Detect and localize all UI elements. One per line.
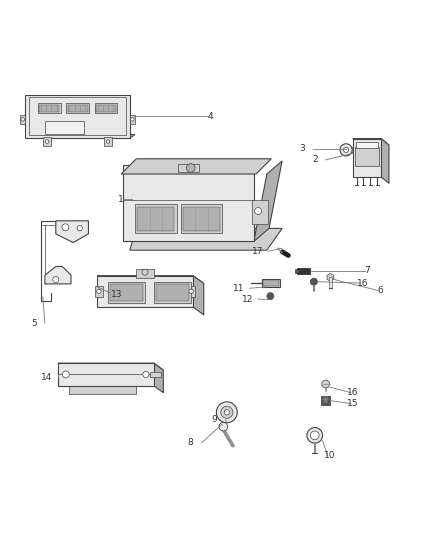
Polygon shape [254,161,282,241]
Bar [353,139,381,177]
Bar [138,207,174,231]
Circle shape [62,371,69,378]
Bar [252,200,268,224]
Bar [104,137,113,146]
Bar [156,284,188,301]
Polygon shape [193,276,204,315]
Bar [187,286,195,296]
Bar [97,276,193,307]
Circle shape [62,224,69,231]
Circle shape [186,164,195,172]
Text: 4: 4 [208,112,213,121]
Circle shape [106,140,110,143]
Circle shape [142,269,148,275]
Polygon shape [121,159,271,174]
Circle shape [189,289,193,294]
Bar [58,363,154,386]
Bar [110,284,143,301]
Text: 14: 14 [42,373,53,382]
Text: 13: 13 [111,290,123,300]
Polygon shape [150,372,161,377]
Bar [154,282,191,303]
Text: 11: 11 [233,284,244,293]
Bar [20,115,25,124]
Circle shape [219,422,228,431]
Polygon shape [25,135,135,138]
Circle shape [216,402,237,423]
Polygon shape [346,147,354,152]
Polygon shape [381,139,389,183]
Polygon shape [69,386,136,393]
Bar [356,142,378,148]
Bar [263,280,279,286]
Text: 6: 6 [377,286,383,295]
Polygon shape [154,363,163,393]
Bar [323,398,328,403]
Bar [43,137,51,146]
Bar [95,103,117,113]
Circle shape [21,118,25,121]
Text: 16: 16 [357,279,368,287]
Text: 8: 8 [188,438,194,447]
Bar [178,164,199,172]
Text: 16: 16 [347,388,359,397]
Bar [108,282,145,303]
Polygon shape [97,276,204,284]
Circle shape [46,140,49,143]
Bar [181,205,222,233]
Text: 2: 2 [312,156,318,164]
Circle shape [343,147,349,152]
Circle shape [53,277,59,282]
Bar [130,115,135,124]
Bar [261,279,280,287]
Circle shape [267,293,274,300]
Circle shape [97,289,101,294]
Circle shape [143,372,149,377]
Circle shape [311,278,318,285]
Bar [135,205,177,233]
Text: 9: 9 [212,415,218,424]
Polygon shape [56,221,88,243]
Polygon shape [58,363,163,370]
Circle shape [77,225,82,231]
Text: 5: 5 [31,319,37,328]
Text: 17: 17 [251,247,263,256]
Bar [321,396,330,405]
Circle shape [311,431,319,440]
Bar [328,277,332,288]
Circle shape [131,118,134,121]
Bar [95,286,103,296]
Circle shape [307,427,322,443]
Circle shape [322,380,329,388]
Bar [183,207,220,231]
Polygon shape [130,229,282,250]
Bar [25,94,130,138]
Bar [66,103,89,113]
Polygon shape [353,139,389,145]
Bar [45,120,84,134]
Bar [29,97,126,135]
Bar [355,147,379,166]
Bar [123,165,254,241]
Bar [38,103,60,113]
Text: 3: 3 [299,144,304,154]
Text: 1: 1 [118,195,124,204]
Text: 10: 10 [324,451,336,461]
Circle shape [340,144,352,156]
Text: 7: 7 [364,266,370,276]
Bar [67,104,88,111]
Bar [136,269,154,278]
Polygon shape [327,273,334,281]
Circle shape [254,207,261,214]
Bar [96,104,116,111]
Text: 12: 12 [242,295,253,304]
Circle shape [221,406,233,418]
Bar [297,268,311,274]
Bar [39,104,59,111]
Circle shape [224,410,230,415]
Bar [295,269,299,273]
Text: 15: 15 [347,399,359,408]
Polygon shape [45,266,71,284]
